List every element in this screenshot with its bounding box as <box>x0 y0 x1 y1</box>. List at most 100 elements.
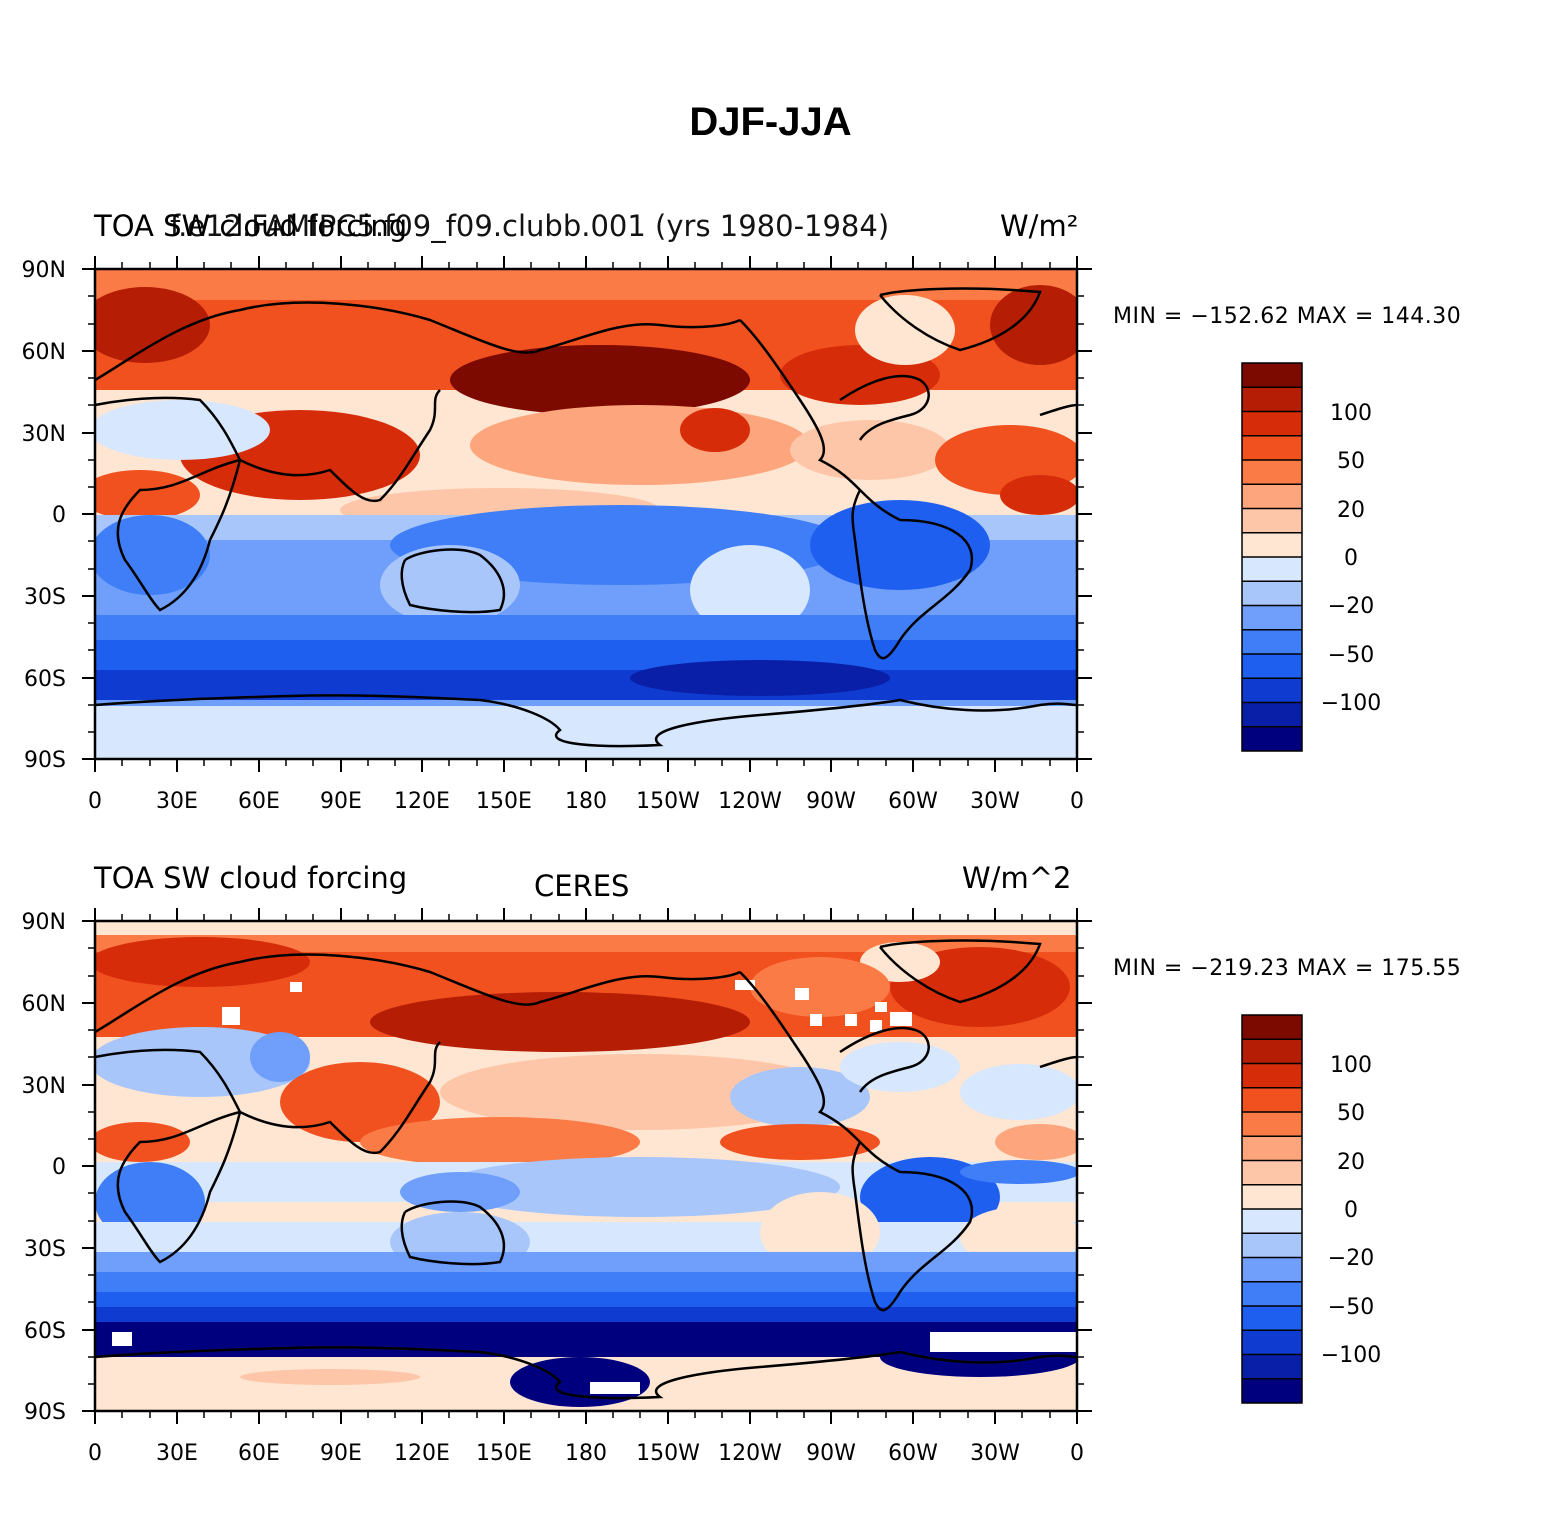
center-title: CERES <box>534 869 630 903</box>
lat-tick-label: 90S <box>24 1400 66 1425</box>
colorbar-swatch <box>1242 702 1302 727</box>
colorbar-swatch <box>1242 1063 1302 1088</box>
colorbar-label: 20 <box>1337 1150 1365 1175</box>
lon-tick-label: 60E <box>238 789 280 814</box>
colorbar-label: 50 <box>1337 1101 1365 1126</box>
colorbar-swatch <box>1242 629 1302 654</box>
left-title: TOA SW cloud forcing <box>94 861 408 895</box>
lat-tick-label: 30S <box>24 585 66 610</box>
lon-tick-label: 180 <box>565 789 607 814</box>
lon-tick-label: 120W <box>718 789 782 814</box>
left-title: TOA SW cloud forcing <box>94 209 408 243</box>
lon-tick-label: 150W <box>636 1441 700 1466</box>
lat-tick-label: 60S <box>24 1319 66 1344</box>
lon-tick-label: 120E <box>394 1441 450 1466</box>
lat-tick-label: 90N <box>22 258 66 283</box>
figure-title: DJF-JJA <box>689 100 852 144</box>
colorbar-swatch <box>1242 411 1302 436</box>
colorbar-swatch <box>1242 532 1302 557</box>
colorbar-swatch <box>1242 1136 1302 1161</box>
colorbar: 100 50 20 0 −20 −50 −100 <box>1241 1014 1381 1404</box>
colorbar-label: 20 <box>1337 498 1365 523</box>
lon-tick-label: 60W <box>888 1441 938 1466</box>
lat-tick-label: 0 <box>52 503 66 528</box>
lon-tick-label: 30E <box>156 1441 198 1466</box>
colorbar-swatch <box>1242 484 1302 509</box>
lat-tick-label: 30N <box>22 1074 66 1099</box>
colorbar-swatch <box>1242 581 1302 606</box>
lat-tick-label: 90N <box>22 910 66 935</box>
lat-tick-label: 90S <box>24 748 66 773</box>
lat-tick-label: 60N <box>22 340 66 365</box>
colorbar-label: −20 <box>1328 594 1374 619</box>
colorbar-swatch <box>1242 1112 1302 1137</box>
missing-data <box>112 980 1077 1394</box>
min-max-label: MIN = −219.23 MAX = 175.55 <box>1113 956 1462 981</box>
colorbar-swatch <box>1242 1306 1302 1331</box>
axis-ticks <box>82 908 1092 1424</box>
colorbar-label: −100 <box>1321 691 1381 716</box>
colorbar-swatch <box>1242 435 1302 460</box>
lon-tick-label: 0 <box>88 789 102 814</box>
lon-tick-label: 120E <box>394 789 450 814</box>
lon-tick-label: 150W <box>636 789 700 814</box>
map-panel-ceres: TOA SW cloud forcing CERES W/m^2 <box>0 852 1541 1502</box>
lon-tick-label: 90W <box>806 1441 856 1466</box>
center-title: f.e12.FAMIPC5.f09_f09.clubb.001 (yrs 198… <box>170 209 890 243</box>
colorbar-label: 50 <box>1337 449 1365 474</box>
colorbar-swatch <box>1242 1039 1302 1064</box>
colorbar-swatch <box>1242 654 1302 679</box>
coastlines <box>94 287 1078 748</box>
colorbar-swatch <box>1242 387 1302 412</box>
lon-tick-label: 90E <box>320 1441 362 1466</box>
colorbar-label: −50 <box>1328 643 1374 668</box>
lon-tick-label: 150E <box>476 1441 532 1466</box>
map-panel-model: TOA SW cloud forcing f.e12.FAMIPC5.f09_f… <box>0 200 1541 850</box>
lon-tick-label: 30E <box>156 789 198 814</box>
lon-tick-label: 90E <box>320 789 362 814</box>
colorbar-swatch <box>1242 363 1302 388</box>
colorbar-swatch <box>1242 678 1302 703</box>
lon-tick-label: 120W <box>718 1441 782 1466</box>
colorbar-swatch <box>1242 1330 1302 1355</box>
colorbar-label: 100 <box>1330 401 1372 426</box>
map-svg: 90N 60N 30N 0 30S 60S 90S 0 30E 60E 90E … <box>22 908 1381 1466</box>
colorbar-swatch <box>1242 1233 1302 1258</box>
colorbar-swatch <box>1242 1184 1302 1209</box>
lat-tick-label: 60S <box>24 667 66 692</box>
lon-tick-label: 150E <box>476 789 532 814</box>
axis-minor-ticks <box>88 914 1084 1418</box>
colorbar-swatch <box>1242 605 1302 630</box>
lon-tick-label: 60E <box>238 1441 280 1466</box>
lat-tick-label: 0 <box>52 1155 66 1180</box>
colorbar-swatch <box>1242 1281 1302 1306</box>
units-label: W/m^2 <box>962 861 1072 895</box>
coastlines <box>94 939 1078 1400</box>
colorbar-label: 0 <box>1344 1198 1358 1223</box>
lat-tick-label: 60N <box>22 992 66 1017</box>
colorbar-swatch <box>1242 1257 1302 1282</box>
min-max-label: MIN = −152.62 MAX = 144.30 <box>1113 304 1462 329</box>
lon-tick-label: 0 <box>1070 1441 1084 1466</box>
lat-tick-label: 30N <box>22 422 66 447</box>
colorbar-swatch <box>1242 1354 1302 1379</box>
lat-labels: 90N 60N 30N 0 30S 60S 90S <box>22 910 66 1425</box>
colorbar-swatch <box>1242 1378 1302 1403</box>
lat-tick-label: 30S <box>24 1237 66 1262</box>
lon-labels: 0 30E 60E 90E 120E 150E 180 150W 120W 90… <box>88 789 1084 814</box>
colorbar-label: −100 <box>1321 1343 1381 1368</box>
colorbar-swatch <box>1242 1015 1302 1040</box>
colorbar-label: 100 <box>1330 1053 1372 1078</box>
colorbar-swatch <box>1242 1209 1302 1234</box>
lon-tick-label: 180 <box>565 1441 607 1466</box>
units-label: W/m² <box>1000 209 1079 243</box>
map-field <box>95 269 1077 759</box>
colorbar-swatch <box>1242 726 1302 751</box>
colorbar-label: 0 <box>1344 546 1358 571</box>
lat-labels: 90N 60N 30N 0 30S 60S 90S <box>22 258 66 773</box>
colorbar-swatch <box>1242 1087 1302 1112</box>
colorbar-label: −50 <box>1328 1295 1374 1320</box>
colorbar-swatch <box>1242 460 1302 485</box>
axis-minor-ticks <box>88 262 1084 766</box>
colorbar-label: −20 <box>1328 1246 1374 1271</box>
